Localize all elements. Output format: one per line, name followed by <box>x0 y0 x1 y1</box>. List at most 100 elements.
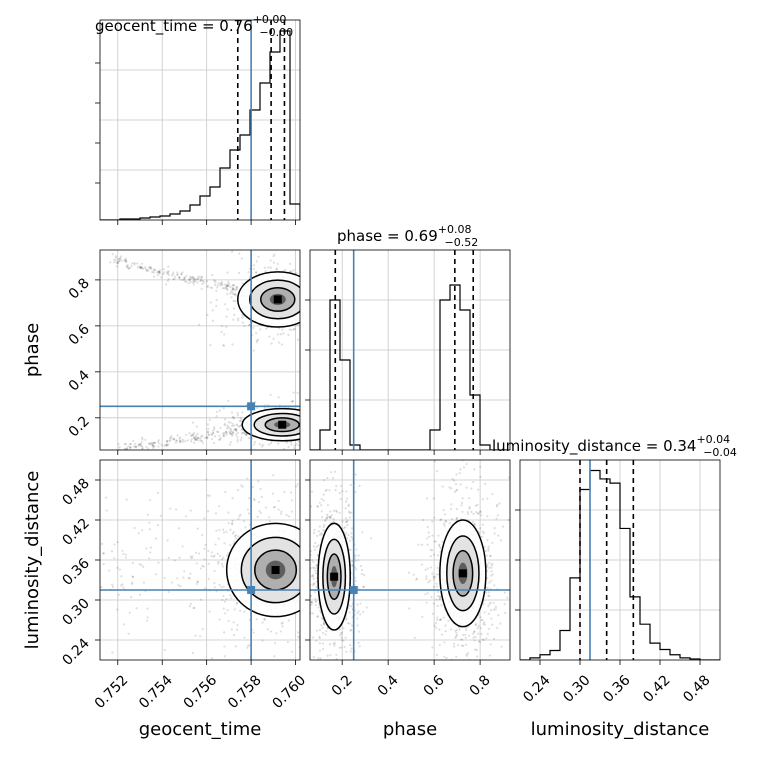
sample-point <box>253 440 257 444</box>
sample-point <box>311 612 315 615</box>
sample-point <box>157 270 161 274</box>
sample-point <box>345 618 348 621</box>
sample-point <box>255 341 258 344</box>
sample-point <box>192 606 195 610</box>
sample-point <box>342 627 345 630</box>
sample-point <box>326 476 329 480</box>
sample-point <box>203 281 206 284</box>
sample-point <box>317 442 319 444</box>
sample-point <box>145 269 148 272</box>
sample-point <box>444 624 447 627</box>
sample-point <box>331 294 333 296</box>
sample-point <box>487 627 490 631</box>
sample-point <box>347 326 349 328</box>
sample-point <box>205 478 208 481</box>
sample-point <box>313 548 317 551</box>
sample-point <box>311 423 313 425</box>
sample-point <box>444 677 446 679</box>
sample-point <box>116 566 119 570</box>
sample-point <box>273 655 276 658</box>
sample-point <box>156 491 160 494</box>
sample-point <box>263 618 267 621</box>
sample-point <box>140 262 144 265</box>
sample-point <box>476 627 479 630</box>
sample-point <box>465 653 468 656</box>
sample-point <box>365 606 368 609</box>
sample-point <box>332 477 335 480</box>
sample-point <box>315 566 318 570</box>
sample-point <box>232 621 235 624</box>
sample-point <box>133 526 136 530</box>
sample-point <box>165 443 168 446</box>
sample-point <box>474 622 478 626</box>
sample-point <box>317 293 319 295</box>
sample-point <box>236 424 239 427</box>
sample-point <box>213 441 216 445</box>
sample-point <box>491 492 494 496</box>
xtick-label-geocent-time-2: 0.756 <box>181 672 221 712</box>
sample-point <box>486 586 489 589</box>
sample-point <box>188 278 191 281</box>
sample-point <box>322 525 325 528</box>
sample-point <box>275 267 278 270</box>
sample-point <box>305 534 307 536</box>
sample-point <box>231 532 234 535</box>
sample-point <box>192 276 195 280</box>
sample-point <box>312 531 316 535</box>
sample-point <box>253 443 256 446</box>
sample-point <box>317 437 319 439</box>
sample-point <box>350 663 352 665</box>
sample-point <box>296 631 300 634</box>
sample-point <box>222 528 225 531</box>
sample-point <box>145 269 148 273</box>
sample-point <box>239 513 242 516</box>
sample-point <box>315 585 318 589</box>
sample-point <box>304 556 306 558</box>
sample-point <box>362 573 366 577</box>
hist-bin-luminosity-distance-6 <box>580 489 590 660</box>
sample-point <box>232 292 235 296</box>
sample-point <box>330 514 333 517</box>
sample-point <box>486 538 489 542</box>
sample-point <box>208 610 211 613</box>
sample-point <box>227 619 230 623</box>
sample-point <box>214 512 218 515</box>
sample-point <box>229 292 232 295</box>
sample-point <box>426 592 429 595</box>
sample-point <box>442 508 445 512</box>
sample-point <box>354 554 357 557</box>
hist-bin-geocent-time-5 <box>150 217 160 220</box>
sample-point <box>432 553 436 556</box>
sample-point <box>212 279 216 282</box>
sample-point <box>171 273 174 276</box>
sample-point <box>193 438 197 441</box>
sample-point <box>339 484 343 487</box>
sample-point <box>122 552 125 556</box>
xtick-label-geocent-time-3: 0.758 <box>225 672 265 712</box>
sample-point <box>234 537 238 540</box>
sample-point <box>481 530 484 533</box>
sample-point <box>490 574 493 577</box>
sample-point <box>149 267 152 270</box>
sample-point <box>264 270 267 273</box>
sample-point <box>245 433 248 436</box>
sample-point <box>172 438 175 441</box>
sample-point <box>177 584 180 587</box>
sample-point <box>119 255 123 258</box>
sample-point <box>317 438 319 440</box>
sample-point <box>462 633 465 637</box>
sample-point <box>435 653 438 657</box>
sample-point <box>302 295 304 297</box>
sample-point <box>322 493 325 496</box>
sample-point <box>226 285 229 288</box>
sample-point <box>500 645 503 648</box>
sample-point <box>496 503 499 506</box>
sample-point <box>245 433 248 436</box>
ytick-label-phase-0: 0.2 <box>66 413 93 440</box>
sample-point <box>236 624 239 627</box>
sample-point <box>190 438 193 441</box>
sample-point <box>116 261 119 264</box>
sample-point <box>308 426 310 428</box>
sample-point <box>346 519 349 522</box>
sample-point <box>237 317 240 320</box>
